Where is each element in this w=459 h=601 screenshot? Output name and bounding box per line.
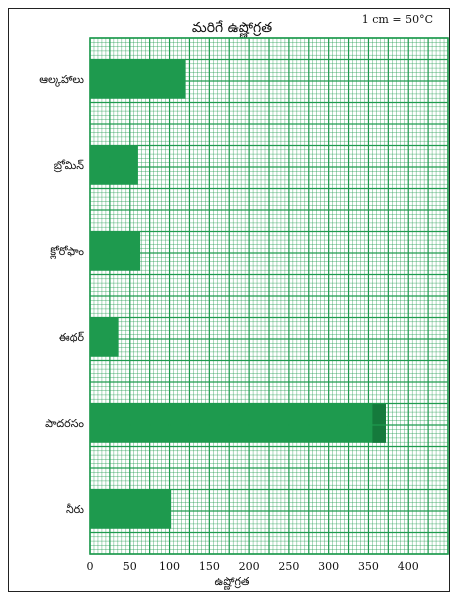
bar-4-highlight	[372, 403, 386, 443]
category-label: బ్రోమిన్	[53, 159, 84, 173]
x-axis-label: ఉష్ణోగ్రత	[215, 575, 250, 590]
bar-4	[90, 403, 386, 443]
x-tick-label: 0	[87, 560, 94, 573]
bar-3	[90, 317, 119, 357]
scale-note: 1 cm = 50°C	[361, 13, 433, 26]
category-label: పాదరసం	[45, 417, 84, 430]
x-tick-label: 300	[318, 560, 339, 573]
bar-5	[90, 489, 172, 529]
category-label: ఈథర్	[59, 331, 85, 344]
x-tick-label: 100	[159, 560, 180, 573]
figure-frame	[8, 8, 450, 592]
bar-1	[90, 145, 138, 185]
bar-2	[90, 231, 141, 271]
x-tick-label: 250	[278, 560, 299, 573]
category-label: ఆల్కహాలు	[39, 73, 84, 87]
x-tick-label: 50	[123, 560, 137, 573]
bars-group	[90, 59, 386, 529]
x-tick-label: 350	[358, 560, 379, 573]
chart-title: మరిగే ఉష్ణోగ్రత	[191, 20, 273, 36]
x-tick-labels: 0 50 100 150 200 250 300 350 400	[87, 560, 419, 573]
x-tick-label: 200	[239, 560, 260, 573]
category-label: నీరు	[66, 503, 84, 516]
bar-0	[90, 59, 186, 99]
category-labels: ఆల్కహాలు బ్రోమిన్ క్లోరోఫాం ఈథర్ పాదరసం నీరు	[39, 73, 84, 516]
x-tick-label: 400	[398, 560, 419, 573]
plot-border	[89, 37, 449, 555]
category-label: క్లోరోఫాం	[50, 245, 84, 260]
x-tick-label: 150	[199, 560, 220, 573]
major-grid	[89, 37, 449, 555]
